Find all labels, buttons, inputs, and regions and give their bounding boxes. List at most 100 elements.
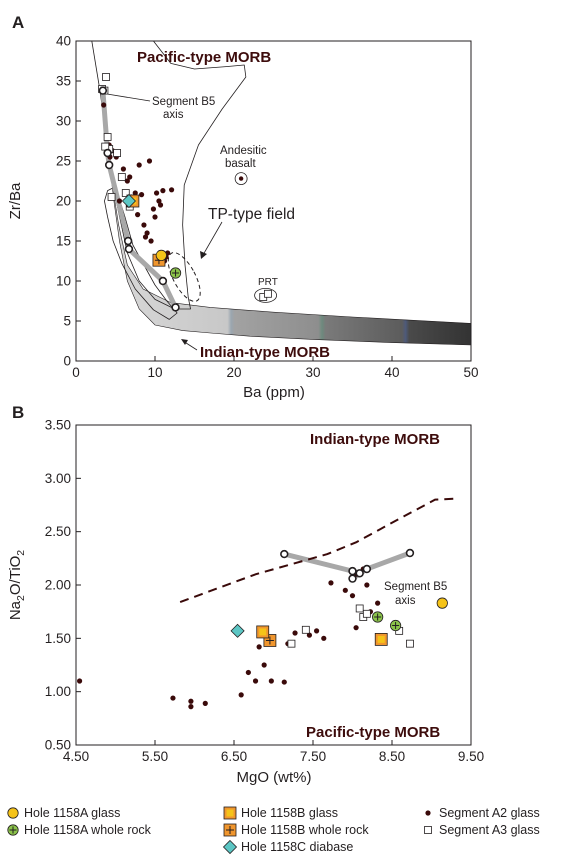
legend-item-hole-1158a-whole-rock: Hole 1158A whole rock [7,823,151,837]
legend-marker-cyan-diamond [222,839,238,855]
panel-b-point-a3 [362,609,371,618]
panel-a-point-a2 [144,230,150,236]
panel-b-point-a2 [353,625,359,631]
panel-b-point-b1158_glass [374,633,388,646]
legend: Hole 1158A glass Hole 1158A whole rock H… [0,800,581,867]
panel-a-indian-arrowhead [181,339,188,345]
legend-item-hole-1158b-glass: Hole 1158B glass [223,806,338,820]
panel-b-axis-label-2: axis [395,595,416,607]
panel-a-point-a3 [121,189,130,197]
panel-a-point-a2 [156,198,162,204]
panel-b-boundary-line [179,497,457,604]
panel-a-indian-label: Indian-type MORB [200,344,330,361]
panel-b-point-a1158_glass [436,597,448,609]
panel-a-point-b5 [104,160,114,170]
panel-b-series [76,497,457,710]
panel-a-y-tick-label: 15 [56,234,71,249]
legend-marker-orange-plus-square [223,823,237,837]
panel-b-point-a3 [301,625,310,634]
legend-item-hole-1158a-glass: Hole 1158A glass [7,806,120,820]
panel-b-x-tick-label: 5.50 [142,749,168,764]
panel-a-x-tick-label: 40 [384,365,399,380]
panel-b-y-tick-label: 0.50 [45,738,71,753]
panel-b-point-a1158_wr [389,619,402,632]
panel-a-axis-leader [106,93,151,102]
panel-a-letter: A [12,13,24,32]
panel-a-point-b5 [124,244,134,254]
panel-b-point-a2 [268,678,274,684]
panel-a-point-a2 [127,174,133,180]
panel-b-point-a2 [188,698,194,704]
panel-a-point-a2 [120,166,126,172]
panel-b-point-b5 [405,548,415,558]
panel-b-point-b1158_glass [256,625,270,639]
panel-a-x-tick-label: 30 [305,365,320,380]
panel-b-point-a2 [188,704,194,710]
panel-b-y-tick-label: 1.00 [45,684,71,699]
panel-a-y-tick-label: 5 [63,314,71,329]
panel-b-point-a2 [261,662,267,668]
panel-b-point-a2 [76,678,83,684]
panel-a-point-a2 [152,214,158,220]
panel-a-point-a2 [153,190,160,196]
panel-a-pacific-label: Pacific-type MORB [137,49,271,66]
panel-b-y-tick-label: 3.00 [45,471,71,486]
panel-a-point-a3 [102,73,110,81]
panel-a-andesitic-label-2: basalt [225,158,256,170]
panel-a-y-tick-label: 30 [56,114,71,129]
panel-b-axis-ticks: 4.50 5.50 6.50 7.50 8.50 9.50 0.50 1.00 1.50 2.00… [45,418,484,765]
panel-b-point-a2 [328,580,334,586]
tp-type-field-outline [167,252,201,302]
panel-a-point-a2 [157,202,164,208]
panel-b-y-tick-label: 3.50 [45,418,71,433]
panel-b-segment-b5-axis-line [281,550,413,582]
panel-b-point-a2 [202,700,208,707]
panel-a-point-a3 [264,289,272,298]
panel-b-point-a3 [355,604,364,613]
panel-a-point-b5 [98,86,108,95]
panel-b-point-a2 [281,679,287,685]
panel-a-axis-label-2: axis [163,109,184,121]
inner-field-outline [104,186,178,320]
panel-b-axis-label-1: Segment B5 [384,581,447,593]
panel-a-point-b5 [103,148,112,158]
legend-item-segment-a2-glass: Segment A2 glass [425,806,540,820]
legend-marker-yellow-circle [7,807,19,819]
panel-a-x-tick-label: 10 [147,365,162,380]
panel-a-y-label: Zr/Ba [7,182,24,219]
panel-a-point-a2 [136,162,142,168]
panel-b-point-a2 [375,600,381,606]
panel-a-x-tick-label: 50 [463,365,478,380]
panel-a-point-a3 [107,193,116,201]
panel-a-point-a2 [160,188,166,194]
panel-a-point-b5 [123,236,133,246]
legend-marker-dark-dot [425,810,431,816]
panel-b-point-b5 [355,569,364,578]
panel-b-y-tick-label: 1.50 [45,631,71,646]
panel-a-point-a2 [142,234,149,240]
panel-a-point-a2 [101,102,107,108]
panel-a-point-a2 [138,192,145,198]
panel-b-point-a2 [306,632,313,638]
panel-a: A 0 10 20 30 40 50 0 5 10 15 20 25 30 35 40 Pacific-ty… [7,13,479,401]
panel-a-point-a2 [132,190,138,196]
panel-a-y-tick-label: 40 [56,34,71,49]
panel-a-point-a1158_wr [169,267,182,279]
figure: A 0 10 20 30 40 50 0 5 10 15 20 25 30 35 40 Pacific-ty… [7,13,484,786]
panel-b-pacific-label: Pacific-type MORB [306,724,440,741]
panel-a-axis-ticks: 0 10 20 30 40 50 0 5 10 15 20 25 30 35 40 [56,34,479,381]
prt-field-outline [254,287,278,303]
panel-b-x-tick-label: 8.50 [379,749,405,764]
panel-a-point-a2 [146,158,153,164]
legend-item-hole-1158c-diabase: Hole 1158C diabase [222,839,353,855]
panel-a-point-a3 [113,149,121,157]
panel-a-x-tick-label: 0 [72,365,80,380]
panel-b-point-b5 [348,574,357,583]
panel-a-y-tick-label: 35 [56,74,71,89]
panel-a-point-b5 [171,303,180,312]
panel-b-point-a2 [252,678,259,684]
panel-b-point-a2 [292,630,298,636]
panel-a-point-a2 [168,187,175,193]
panel-b-point-a3 [406,639,414,648]
panel-b-y-tick-label: 2.50 [45,524,71,539]
